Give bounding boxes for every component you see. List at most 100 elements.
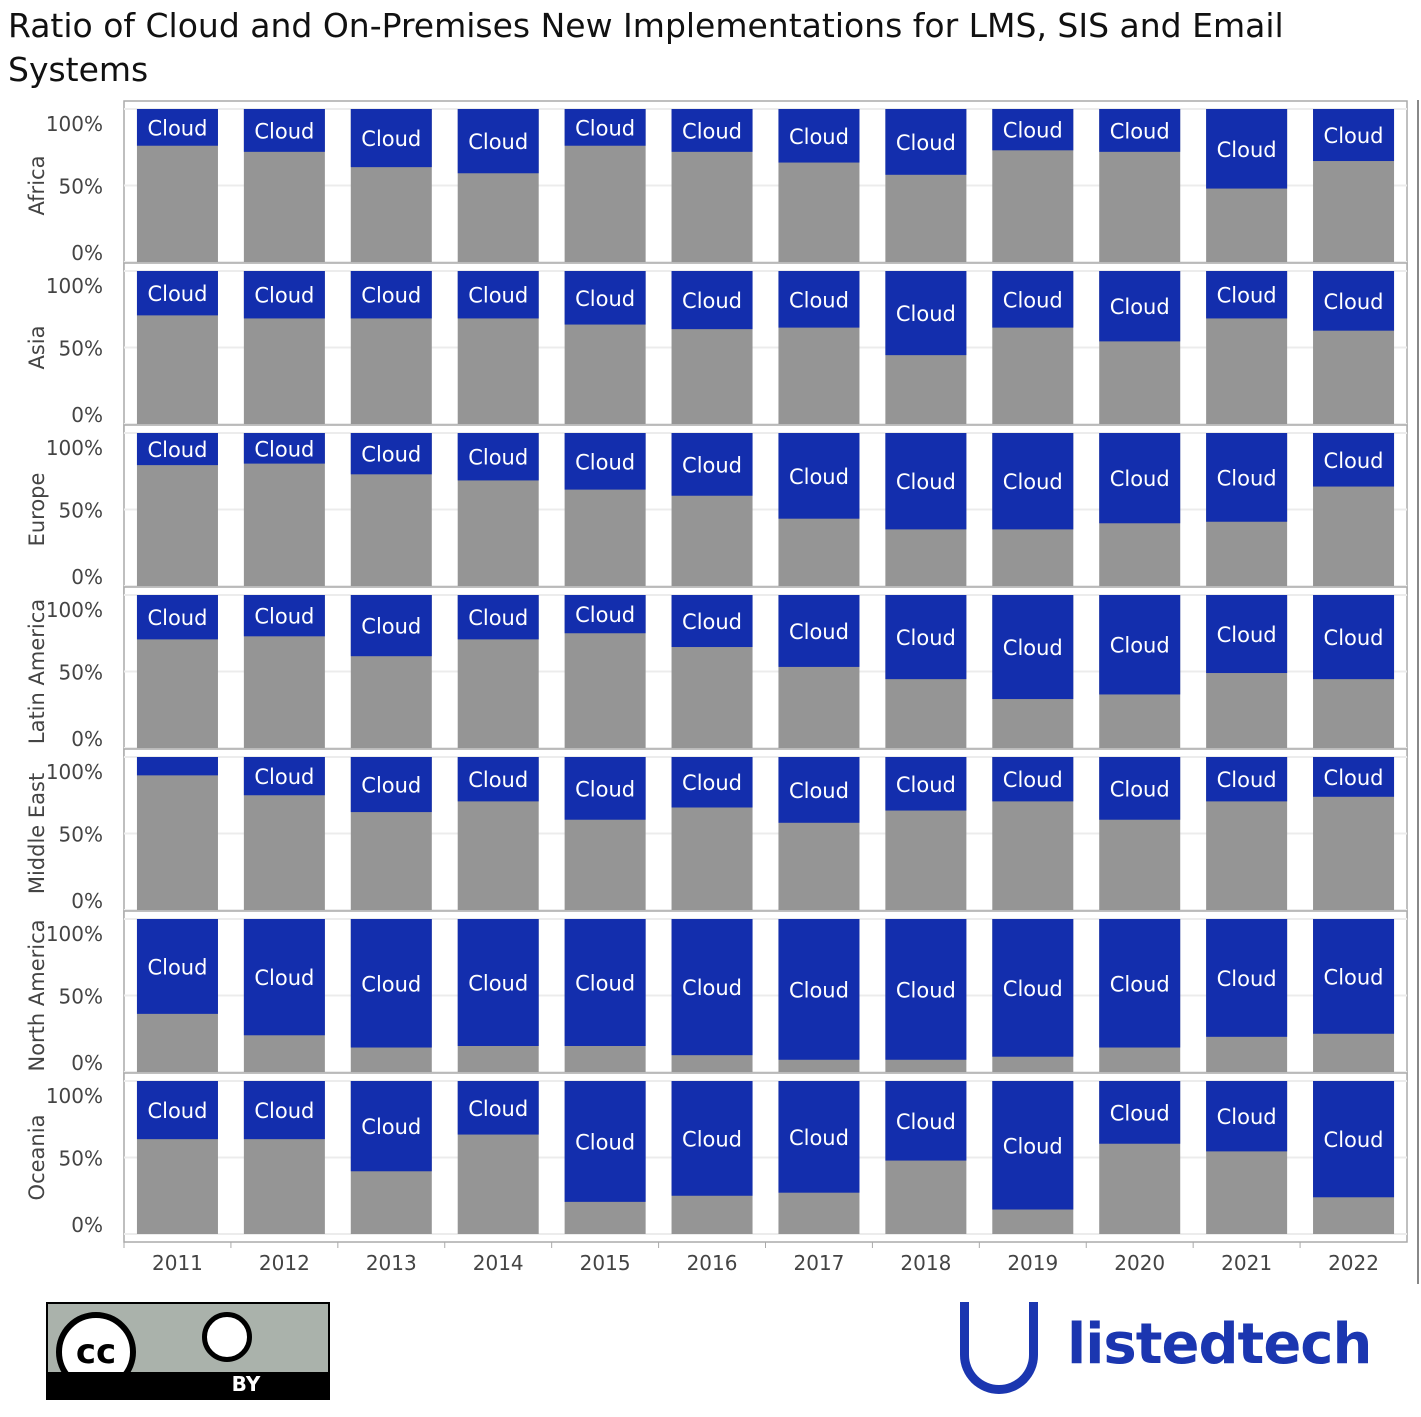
cloud-bar	[885, 433, 967, 530]
cloud-data-label: Cloud	[1324, 626, 1384, 650]
cloud-data-label: Cloud	[896, 131, 956, 155]
y-tick-label: 0%	[71, 727, 103, 751]
cloud-data-label: Cloud	[1324, 766, 1384, 790]
cloud-bar	[992, 595, 1074, 700]
cloud-bar	[1206, 919, 1288, 1037]
y-tick-label: 0%	[71, 1051, 103, 1075]
cloud-bar	[564, 595, 646, 634]
cloud-bar	[350, 271, 432, 319]
x-tick-label: 2019	[1007, 1251, 1058, 1275]
cc-by-license-badge: cc BY	[46, 1302, 330, 1400]
cloud-data-label: Cloud	[468, 130, 528, 154]
cloud-bar	[1206, 433, 1288, 522]
cloud-bar	[885, 595, 967, 680]
cloud-data-label: Cloud	[789, 288, 849, 312]
y-tick-label: 0%	[71, 403, 103, 427]
cloud-data-label: Cloud	[575, 1130, 635, 1154]
cloud-bar	[778, 919, 860, 1060]
cloud-data-label: Cloud	[1110, 119, 1170, 143]
cloud-bar	[350, 919, 432, 1048]
cloud-bar	[671, 109, 753, 152]
cloud-data-label: Cloud	[1110, 634, 1170, 658]
x-tick-label: 2018	[900, 1251, 951, 1275]
cloud-bar	[885, 1081, 967, 1161]
faceted-stacked-bar-chart: 0% 50% 100% Africa Cloud Cloud Cloud Cloud Cloud…	[25, 100, 1419, 1284]
cloud-bar	[1099, 757, 1181, 820]
cloud-bar	[671, 919, 753, 1056]
cloud-data-label: Cloud	[468, 446, 528, 470]
cloud-data-label: Cloud	[575, 777, 635, 801]
cloud-bar	[1206, 757, 1288, 802]
listedtech-logo: listedtech	[955, 1298, 1395, 1398]
region-label: Europe	[25, 473, 49, 547]
y-tick-label: 100%	[46, 760, 103, 784]
cloud-bar	[1206, 271, 1288, 319]
y-tick-label: 50%	[59, 499, 103, 523]
cloud-data-label: Cloud	[1217, 466, 1277, 490]
license-by-label: BY	[231, 1372, 261, 1396]
cloud-bar	[564, 1081, 646, 1202]
cloud-data-label: Cloud	[896, 470, 956, 494]
cloud-bar	[1313, 757, 1395, 797]
cloud-bar	[457, 757, 539, 802]
y-tick-label: 50%	[59, 985, 103, 1009]
cloud-bar	[885, 757, 967, 811]
shield-chart-icon	[960, 1302, 1038, 1394]
cloud-bar	[1313, 433, 1395, 487]
cloud-bar	[564, 271, 646, 325]
cloud-data-label: Cloud	[896, 626, 956, 650]
y-tick-label: 50%	[59, 175, 103, 199]
cloud-bar	[1099, 595, 1181, 695]
cloud-bar	[778, 271, 860, 328]
cloud-data-label: Cloud	[254, 437, 314, 461]
cloud-data-label: Cloud	[147, 116, 207, 140]
cloud-bar	[564, 757, 646, 820]
brand-name: listedtech	[1067, 1312, 1372, 1377]
y-tick-label: 100%	[46, 1084, 103, 1108]
region-label: Latin America	[25, 599, 49, 744]
cloud-bar	[243, 109, 325, 152]
cloud-data-label: Cloud	[575, 603, 635, 627]
y-tick-label: 100%	[46, 922, 103, 946]
y-tick-label: 50%	[59, 1147, 103, 1171]
cloud-data-label: Cloud	[254, 765, 314, 789]
cloud-data-label: Cloud	[1003, 470, 1063, 494]
cloud-bar	[350, 1081, 432, 1172]
cloud-data-label: Cloud	[361, 774, 421, 798]
cloud-data-label: Cloud	[575, 971, 635, 995]
cloud-bar	[992, 757, 1074, 802]
cloud-bar	[564, 109, 646, 146]
cloud-data-label: Cloud	[147, 282, 207, 306]
x-tick-label: 2012	[259, 1251, 310, 1275]
cloud-bar	[778, 757, 860, 823]
cloud-data-label: Cloud	[682, 771, 742, 795]
cloud-bar	[992, 433, 1074, 530]
cloud-data-label: Cloud	[1110, 972, 1170, 996]
cloud-data-label: Cloud	[682, 119, 742, 143]
cloud-bar	[457, 595, 539, 640]
cloud-bar	[1206, 595, 1288, 674]
cloud-bar	[671, 433, 753, 496]
cloud-bar	[136, 271, 218, 316]
cloud-bar	[136, 1081, 218, 1140]
cloud-bar	[1099, 271, 1181, 342]
x-tick-label: 2020	[1114, 1251, 1165, 1275]
cloud-bar	[992, 271, 1074, 328]
x-tick-label: 2021	[1221, 1251, 1272, 1275]
y-tick-label: 100%	[46, 598, 103, 622]
cloud-bar	[1099, 109, 1181, 152]
cloud-data-label: Cloud	[361, 1115, 421, 1139]
cloud-bar	[1313, 271, 1395, 331]
cloud-data-label: Cloud	[789, 465, 849, 489]
on-premises-bar	[136, 757, 218, 910]
x-tick-label: 2016	[687, 1251, 738, 1275]
cloud-data-label: Cloud	[1110, 295, 1170, 319]
y-tick-label: 50%	[59, 337, 103, 361]
cloud-data-label: Cloud	[1324, 290, 1384, 314]
x-tick-label: 2017	[794, 1251, 845, 1275]
cloud-bar	[1313, 595, 1395, 680]
region-label: Middle East	[25, 773, 49, 894]
panel-oceania: 0% 50% 100% Oceania Cloud Cloud Cloud Cloud Clou…	[25, 1072, 1408, 1243]
cloud-data-label: Cloud	[1217, 967, 1277, 991]
panel-middle-east: 0% 50% 100%Middle East Cloud Cloud Cloud Cloud…	[25, 748, 1408, 919]
